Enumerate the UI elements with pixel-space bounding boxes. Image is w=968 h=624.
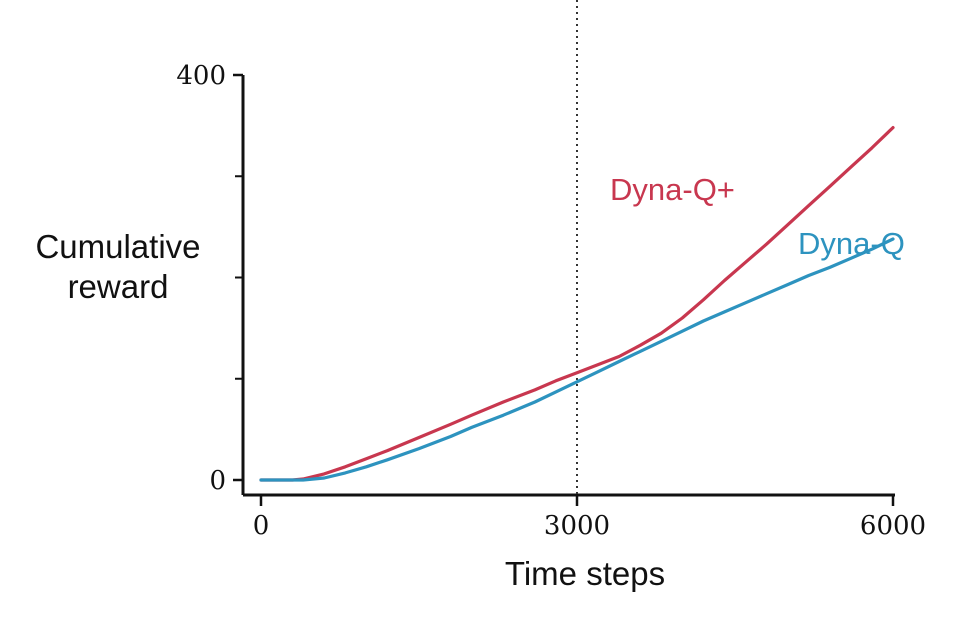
series-line-dyna-q-plus xyxy=(259,126,895,482)
x-tick-label: 0 xyxy=(253,511,270,541)
y-tick-label: 0 xyxy=(209,466,226,496)
y-axis-title-line-1: Cumulative xyxy=(35,228,200,265)
series-label-dyna-q: Dyna-Q xyxy=(798,226,905,261)
x-axis-title: Time steps xyxy=(505,555,665,592)
labels-layer: Time steps Cumulative reward Dyna-Q+ Dyn… xyxy=(35,172,904,592)
y-tick-label: 400 xyxy=(176,61,226,91)
x-tick-label: 3000 xyxy=(544,511,610,541)
x-tick-label: 6000 xyxy=(860,511,926,541)
series-line-dyna-q xyxy=(259,237,895,482)
y-axis-title-line-2: reward xyxy=(68,268,169,305)
axes: 0 400 0 3000 6000 xyxy=(176,61,926,541)
series-layer xyxy=(259,126,895,482)
series-label-dyna-q-plus: Dyna-Q+ xyxy=(610,172,735,207)
